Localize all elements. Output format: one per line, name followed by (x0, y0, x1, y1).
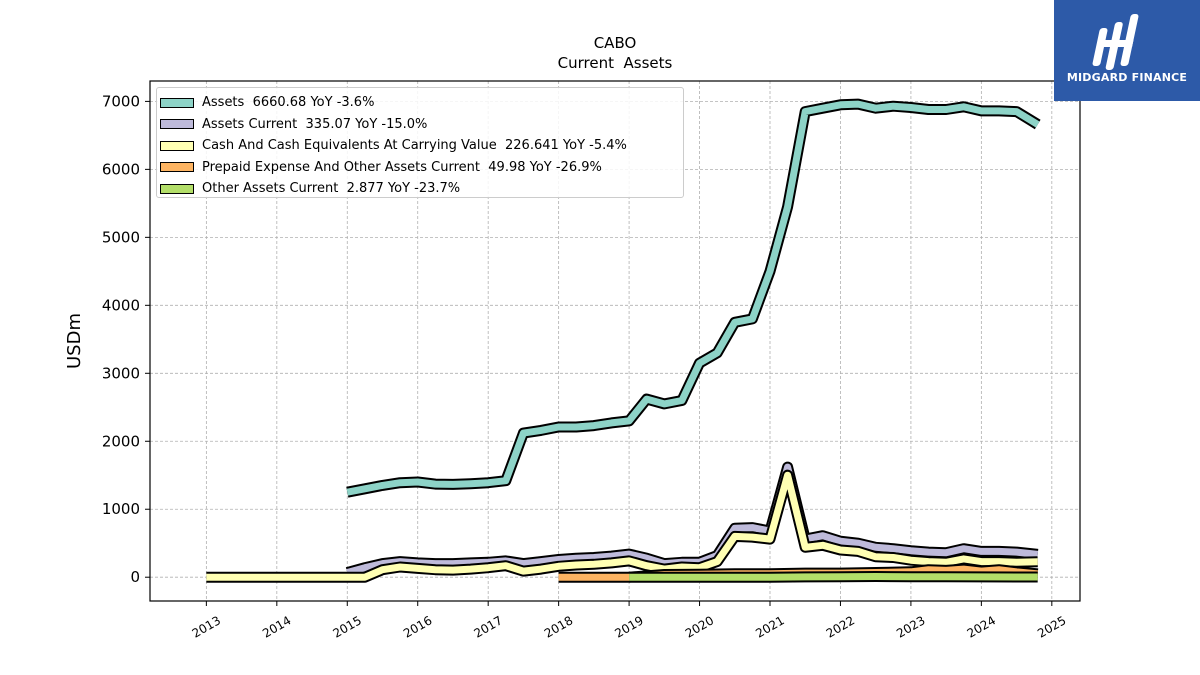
x-axis: 2013 2014 2015 2016 2017 2018 2019 2020 2021 2022… (190, 601, 1069, 641)
legend-swatch-cash (160, 140, 194, 151)
legend-item-prepaid: Prepaid Expense And Other Assets Current… (157, 157, 683, 179)
legend: Assets 6660.68 YoY -3.6% Assets Current … (156, 87, 684, 198)
y-tick-label: 6000 (102, 160, 140, 178)
legend-swatch-assets-current (160, 119, 194, 130)
x-tick-label: 2023 (894, 613, 927, 640)
y-tick-label: 7000 (102, 92, 140, 110)
legend-item-assets-current: Assets Current 335.07 YoY -15.0% (157, 114, 683, 136)
series-line-cash-and-cash-equivalents-at-carrying-value (206, 471, 1038, 581)
x-tick-label: 2013 (190, 613, 223, 640)
midgard-finance-logo: MIDGARD FINANCE (1054, 0, 1200, 101)
y-tick-label: 5000 (102, 228, 140, 246)
legend-item-cash: Cash And Cash Equivalents At Carrying Va… (157, 135, 683, 157)
x-tick-label: 2022 (824, 613, 857, 640)
x-tick-label: 2024 (965, 613, 998, 640)
y-tick-label: 1000 (102, 500, 140, 518)
plot-frame (149, 80, 1081, 602)
y-tick-label: 3000 (102, 364, 140, 382)
series-layer (206, 98, 1041, 583)
legend-item-assets: Assets 6660.68 YoY -3.6% (157, 92, 683, 114)
series-line-other-assets-current (629, 573, 1038, 581)
x-tick-label: 2015 (331, 613, 364, 640)
legend-swatch-other (160, 183, 194, 194)
x-tick-label: 2020 (683, 613, 716, 640)
chart-subtitle: Current Assets (558, 54, 673, 72)
x-tick-label: 2018 (542, 613, 575, 640)
y-axis-label: USDm (64, 313, 85, 369)
legend-label-assets: Assets 6660.68 YoY -3.6% (202, 95, 375, 111)
legend-swatch-prepaid (160, 162, 194, 173)
x-tick-label: 2017 (471, 613, 504, 640)
legend-label-other: Other Assets Current 2.877 YoY -23.7% (202, 181, 461, 197)
legend-item-other: Other Assets Current 2.877 YoY -23.7% (157, 178, 683, 200)
x-tick-label: 2025 (1035, 613, 1068, 640)
chart-title: CABO (594, 34, 637, 52)
logo-mark-icon (1092, 14, 1139, 70)
y-tick-label: 0 (130, 568, 140, 586)
y-axis: 0 1000 2000 3000 4000 5000 6000 7000 (102, 92, 150, 586)
x-tick-label: 2019 (612, 613, 645, 640)
legend-swatch-assets (160, 97, 194, 108)
x-tick-label: 2021 (753, 613, 786, 640)
y-tick-label: 2000 (102, 432, 140, 450)
grid-lines (150, 81, 1080, 601)
logo-text: MIDGARD FINANCE (1066, 71, 1188, 84)
legend-label-prepaid: Prepaid Expense And Other Assets Current… (202, 159, 602, 175)
series-line-assets (346, 100, 1040, 496)
y-tick-label: 4000 (102, 296, 140, 314)
x-tick-label: 2016 (401, 613, 434, 640)
legend-label-assets-current: Assets Current 335.07 YoY -15.0% (202, 116, 428, 132)
legend-label-cash: Cash And Cash Equivalents At Carrying Va… (202, 138, 627, 154)
x-tick-label: 2014 (260, 613, 293, 640)
